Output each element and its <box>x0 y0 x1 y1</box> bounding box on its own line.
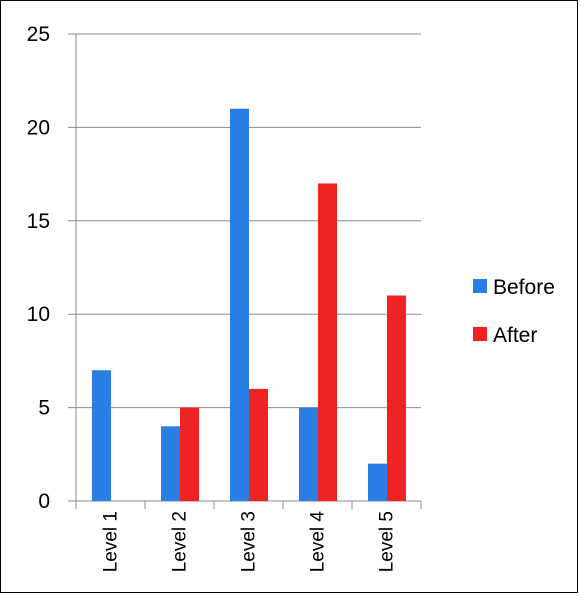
bar-before-level-2 <box>161 426 180 501</box>
tick-labels: 0 5 10 15 20 25 Level 1 Level 2 Level 3 Level 4 Le… <box>27 23 398 572</box>
x-tick-label: Level 1 <box>101 511 122 572</box>
bar-after-level-2 <box>180 407 199 501</box>
bar-after-level-5 <box>387 295 406 501</box>
bars <box>92 108 406 501</box>
x-tick-label: Level 4 <box>308 511 329 573</box>
y-tick-label: 15 <box>27 210 50 233</box>
legend-swatch-before <box>473 279 487 293</box>
y-tick-label: 20 <box>27 116 50 139</box>
legend-label-before: Before <box>493 276 555 299</box>
bar-before-level-5 <box>368 463 387 501</box>
bar-before-level-3 <box>230 108 249 501</box>
y-tick-label: 25 <box>27 23 50 46</box>
x-tick-label: Level 5 <box>377 511 398 572</box>
y-tick-label: 0 <box>38 490 50 513</box>
y-tick-label: 5 <box>38 397 50 420</box>
bar-after-level-3 <box>249 388 268 501</box>
y-tick-label: 10 <box>27 303 50 326</box>
bar-after-level-4 <box>318 183 337 501</box>
bar-before-level-1 <box>92 370 111 501</box>
x-tick-label: Level 3 <box>239 511 260 572</box>
legend-label-after: After <box>493 324 537 347</box>
legend: Before After <box>473 276 555 347</box>
legend-swatch-after <box>473 327 487 341</box>
bar-before-level-4 <box>299 407 318 501</box>
x-tick-label: Level 2 <box>170 511 191 572</box>
